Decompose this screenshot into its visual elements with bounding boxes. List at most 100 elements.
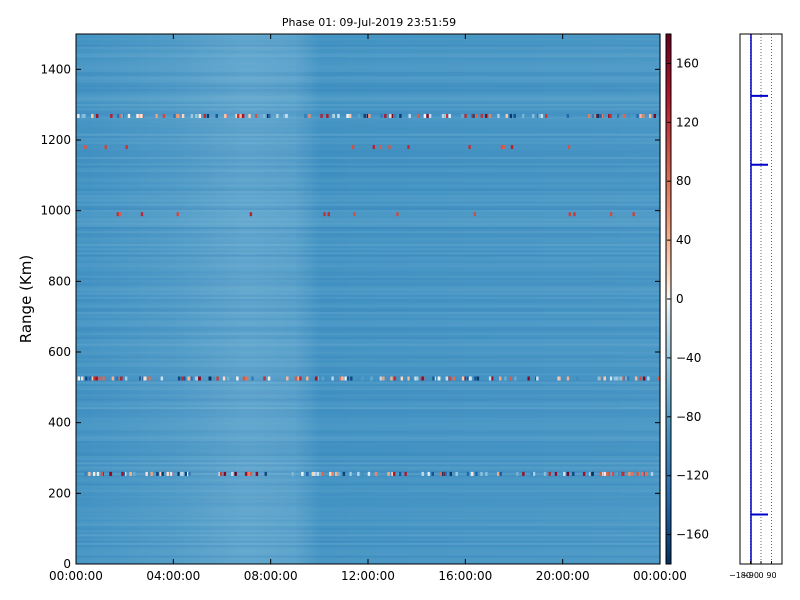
heatmap-range-stripe — [76, 193, 660, 196]
heatmap-range-stripe — [76, 392, 660, 395]
heatmap-range-stripe — [76, 154, 660, 157]
heatmap-noise-cell — [186, 471, 190, 476]
heatmap-noise-cell — [441, 471, 444, 476]
heatmap-noise-cell — [642, 113, 645, 118]
heatmap-column — [332, 34, 337, 564]
heatmap-noise-cell — [332, 113, 335, 118]
heatmap-range-stripe — [76, 341, 660, 344]
heatmap-range-stripe — [76, 216, 660, 219]
heatmap-noise-cell — [372, 145, 376, 150]
heatmap-column — [540, 34, 545, 564]
heatmap-range-stripe — [76, 254, 660, 257]
heatmap-range-stripe — [76, 301, 660, 304]
heatmap-noise-cell — [223, 471, 227, 476]
heatmap-column — [112, 34, 117, 564]
heatmap-column — [212, 34, 217, 564]
heatmap-range-stripes — [76, 34, 660, 564]
heatmap-column — [320, 34, 325, 564]
y-tick-label: 0 — [63, 557, 71, 571]
heatmap-noise-cell — [301, 471, 304, 476]
heatmap-range-stripe — [76, 430, 660, 433]
heatmap-range-stripe — [76, 89, 660, 92]
heatmap-noise-cell — [242, 376, 246, 381]
heatmap-range-stripe — [76, 311, 660, 314]
heatmap-noise-cell — [176, 212, 179, 217]
heatmap-column — [632, 34, 637, 564]
heatmap-range-stripe — [76, 275, 660, 278]
heatmap-noise-cell — [206, 113, 210, 118]
heatmap-range-stripe — [76, 87, 660, 90]
heatmap-column — [124, 34, 129, 564]
heatmap-range-stripe — [76, 303, 660, 306]
heatmap-column — [348, 34, 353, 564]
heatmap-noise-cell — [311, 471, 315, 476]
heatmap-column — [552, 34, 557, 564]
heatmap-noise-cell — [497, 113, 500, 118]
heatmap-range-stripe — [76, 373, 660, 376]
heatmap-noise-cell — [224, 113, 227, 118]
heatmap-range-stripe — [76, 462, 660, 465]
heatmap-column — [268, 34, 273, 564]
heatmap-column — [88, 34, 93, 564]
heatmap-range-stripe — [76, 453, 660, 456]
heatmap-noise-cell — [490, 376, 494, 381]
heatmap-noise-cell — [558, 376, 561, 381]
heatmap-noise-cell — [544, 113, 548, 118]
heatmap-noise-cell — [308, 113, 311, 118]
heatmap-column — [272, 34, 277, 564]
heatmap-range-stripe — [76, 159, 660, 162]
heatmap-column — [608, 34, 613, 564]
heatmap-column — [508, 34, 513, 564]
heatmap-noise-cell — [500, 145, 504, 150]
heatmap-noise-cell — [190, 376, 193, 381]
heatmap-noise-cell — [268, 113, 271, 118]
heatmap-noise-cell — [294, 376, 298, 381]
heatmap-noise-cell — [466, 376, 469, 381]
heatmap-noise-cell — [484, 113, 488, 118]
heatmap-column — [376, 34, 381, 564]
heatmap-column — [92, 34, 97, 564]
heatmap-noise-cell — [331, 376, 334, 381]
heatmap-noise-cell — [409, 376, 413, 381]
heatmap-noise-cell — [162, 113, 166, 118]
heatmap-noise-cell — [150, 471, 153, 476]
heatmap-range-stripe — [76, 447, 660, 450]
heatmap-noise-cell — [521, 113, 525, 118]
heatmap-column — [536, 34, 541, 564]
heatmap-noise-cell — [421, 376, 424, 381]
chart-title: Phase 01: 09-Jul-2019 23:51:59 — [282, 16, 456, 29]
heatmap-column — [104, 34, 109, 564]
heatmap-column — [300, 34, 305, 564]
heatmap-column — [256, 34, 261, 564]
heatmap-range-stripe — [76, 279, 660, 283]
heatmap-noise-cell — [353, 212, 356, 217]
heatmap-column — [264, 34, 269, 564]
heatmap-column — [96, 34, 101, 564]
heatmap-noise-cell — [161, 471, 164, 476]
colorbar-tick-label: 120 — [676, 115, 699, 129]
phase-tick-label: −90 — [742, 571, 759, 580]
heatmap-range-stripe — [76, 441, 660, 444]
heatmap-range-stripe — [76, 262, 660, 266]
heatmap-noise-cell — [600, 113, 604, 118]
phase-profile-x-ticks: −180−90 0 90 — [729, 561, 777, 580]
heatmap-noise-cell — [276, 113, 279, 118]
heatmap-noise-cell — [116, 212, 120, 217]
heatmap-noise-cell — [283, 113, 286, 118]
heatmap-noise-cell — [196, 376, 199, 381]
heatmap-noise-cell — [91, 376, 95, 381]
heatmap-noise-cell — [632, 212, 635, 217]
heatmap-column — [232, 34, 237, 564]
heatmap-noise-cell — [630, 471, 634, 476]
heatmap-noise-cell — [497, 471, 500, 476]
heatmap-noise-cell — [96, 471, 100, 476]
heatmap-column — [596, 34, 601, 564]
heatmap-range-stripe — [76, 142, 660, 145]
heatmap-noise-cell — [444, 471, 448, 476]
heatmap-column — [612, 34, 617, 564]
heatmap-range-stripe — [76, 494, 660, 497]
heatmap-range-stripe — [76, 144, 660, 147]
heatmap-range-stripe — [76, 110, 660, 113]
heatmap-range-stripe — [76, 320, 660, 323]
heatmap-noise-cell — [120, 113, 124, 118]
